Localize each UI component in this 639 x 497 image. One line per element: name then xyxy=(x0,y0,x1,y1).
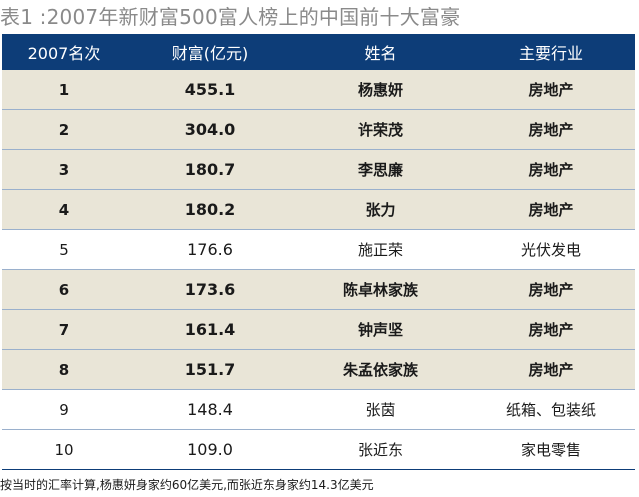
table-row: 4 180.2 张力 房地产 xyxy=(2,189,635,230)
table-body: 1 455.1 杨惠妍 房地产 2 304.0 许荣茂 房地产 3 180.7 李思廉 房地产 4 180… xyxy=(2,70,635,470)
table-header-row: 2007名次 财富(亿元) 姓名 主要行业 xyxy=(2,34,635,70)
cell-name: 张力 xyxy=(294,189,467,230)
cell-wealth: 173.6 xyxy=(126,269,294,310)
cell-industry: 家电零售 xyxy=(467,429,635,470)
table-row: 1 455.1 杨惠妍 房地产 xyxy=(2,70,635,110)
cell-name: 施正荣 xyxy=(294,229,467,270)
header-wealth: 财富(亿元) xyxy=(126,34,294,70)
cell-industry: 房地产 xyxy=(467,109,635,150)
cell-rank: 2 xyxy=(2,109,126,150)
cell-rank: 5 xyxy=(2,229,126,270)
cell-rank: 1 xyxy=(2,70,126,110)
cell-name: 李思廉 xyxy=(294,149,467,190)
cell-wealth: 180.7 xyxy=(126,149,294,190)
cell-industry: 光伏发电 xyxy=(467,229,635,270)
cell-industry: 房地产 xyxy=(467,349,635,390)
cell-industry: 房地产 xyxy=(467,309,635,350)
cell-wealth: 151.7 xyxy=(126,349,294,390)
cell-industry: 房地产 xyxy=(467,189,635,230)
table-row: 3 180.7 李思廉 房地产 xyxy=(2,149,635,190)
header-name: 姓名 xyxy=(294,34,467,70)
cell-wealth: 304.0 xyxy=(126,109,294,150)
cell-industry: 房地产 xyxy=(467,70,635,110)
cell-name: 朱孟依家族 xyxy=(294,349,467,390)
cell-name: 张近东 xyxy=(294,429,467,470)
cell-name: 张茵 xyxy=(294,389,467,430)
cell-rank: 9 xyxy=(2,389,126,430)
cell-name: 杨惠妍 xyxy=(294,70,467,110)
table-row: 10 109.0 张近东 家电零售 xyxy=(2,429,635,470)
cell-wealth: 455.1 xyxy=(126,70,294,110)
cell-industry: 房地产 xyxy=(467,269,635,310)
cell-rank: 6 xyxy=(2,269,126,310)
cell-wealth: 176.6 xyxy=(126,229,294,270)
table-row: 5 176.6 施正荣 光伏发电 xyxy=(2,229,635,270)
table-title: 表1 :2007年新财富500富人榜上的中国前十大富豪 xyxy=(0,5,461,29)
cell-industry: 房地产 xyxy=(467,149,635,190)
cell-wealth: 148.4 xyxy=(126,389,294,430)
table-row: 2 304.0 许荣茂 房地产 xyxy=(2,109,635,150)
cell-wealth: 109.0 xyxy=(126,429,294,470)
table-row: 9 148.4 张茵 纸箱、包装纸 xyxy=(2,389,635,430)
cell-name: 钟声坚 xyxy=(294,309,467,350)
table-row: 7 161.4 钟声坚 房地产 xyxy=(2,309,635,350)
header-industry: 主要行业 xyxy=(467,34,635,70)
cell-rank: 10 xyxy=(2,429,126,470)
table-row: 8 151.7 朱孟依家族 房地产 xyxy=(2,349,635,390)
cell-rank: 3 xyxy=(2,149,126,190)
cell-rank: 4 xyxy=(2,189,126,230)
header-rank: 2007名次 xyxy=(2,34,126,70)
richest-list-table: 2007名次 财富(亿元) 姓名 主要行业 1 455.1 杨惠妍 房地产 2 304.0… xyxy=(2,34,635,470)
cell-industry: 纸箱、包装纸 xyxy=(467,389,635,430)
cell-name: 陈卓林家族 xyxy=(294,269,467,310)
cell-rank: 8 xyxy=(2,349,126,390)
cell-wealth: 161.4 xyxy=(126,309,294,350)
cell-wealth: 180.2 xyxy=(126,189,294,230)
cell-name: 许荣茂 xyxy=(294,109,467,150)
footnote: 按当时的汇率计算,杨惠妍身家约60亿美元,而张近东身家约14.3亿美元 xyxy=(0,478,374,492)
cell-rank: 7 xyxy=(2,309,126,350)
table-row: 6 173.6 陈卓林家族 房地产 xyxy=(2,269,635,310)
